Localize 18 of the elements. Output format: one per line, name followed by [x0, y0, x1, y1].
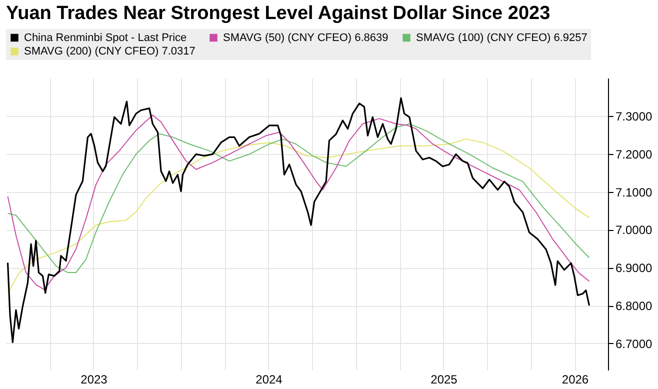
x-tick-label: 2024 — [256, 372, 283, 386]
chart-title: Yuan Trades Near Strongest Level Against Dollar Since 2023 — [6, 3, 550, 24]
line-series — [6, 97, 590, 344]
y-tick-label: 7.2000 — [616, 147, 653, 162]
legend-label: SMAVG (200) (CNY CFEO) 7.0317 — [24, 46, 196, 58]
legend-label: SMAVG (50) (CNY CFEO) 6.8639 — [223, 32, 388, 44]
y-tick-label: 6.8000 — [616, 299, 653, 314]
line-series — [7, 138, 590, 294]
legend-label: China Renminbi Spot - Last Price — [24, 32, 187, 44]
y-tick-label: 7.1000 — [616, 185, 653, 200]
legend-label: SMAVG (100) (CNY CFEO) 6.9257 — [416, 32, 588, 44]
x-tick-label: 2026 — [562, 372, 589, 386]
x-tick-label: 2025 — [430, 372, 458, 386]
y-tick-label: 6.9000 — [616, 261, 653, 276]
y-tick-label: 7.3000 — [616, 109, 653, 124]
y-tick-label: 6.7000 — [616, 336, 653, 351]
x-tick-label: 2023 — [80, 372, 108, 386]
y-tick-label: 7.0000 — [616, 223, 653, 238]
